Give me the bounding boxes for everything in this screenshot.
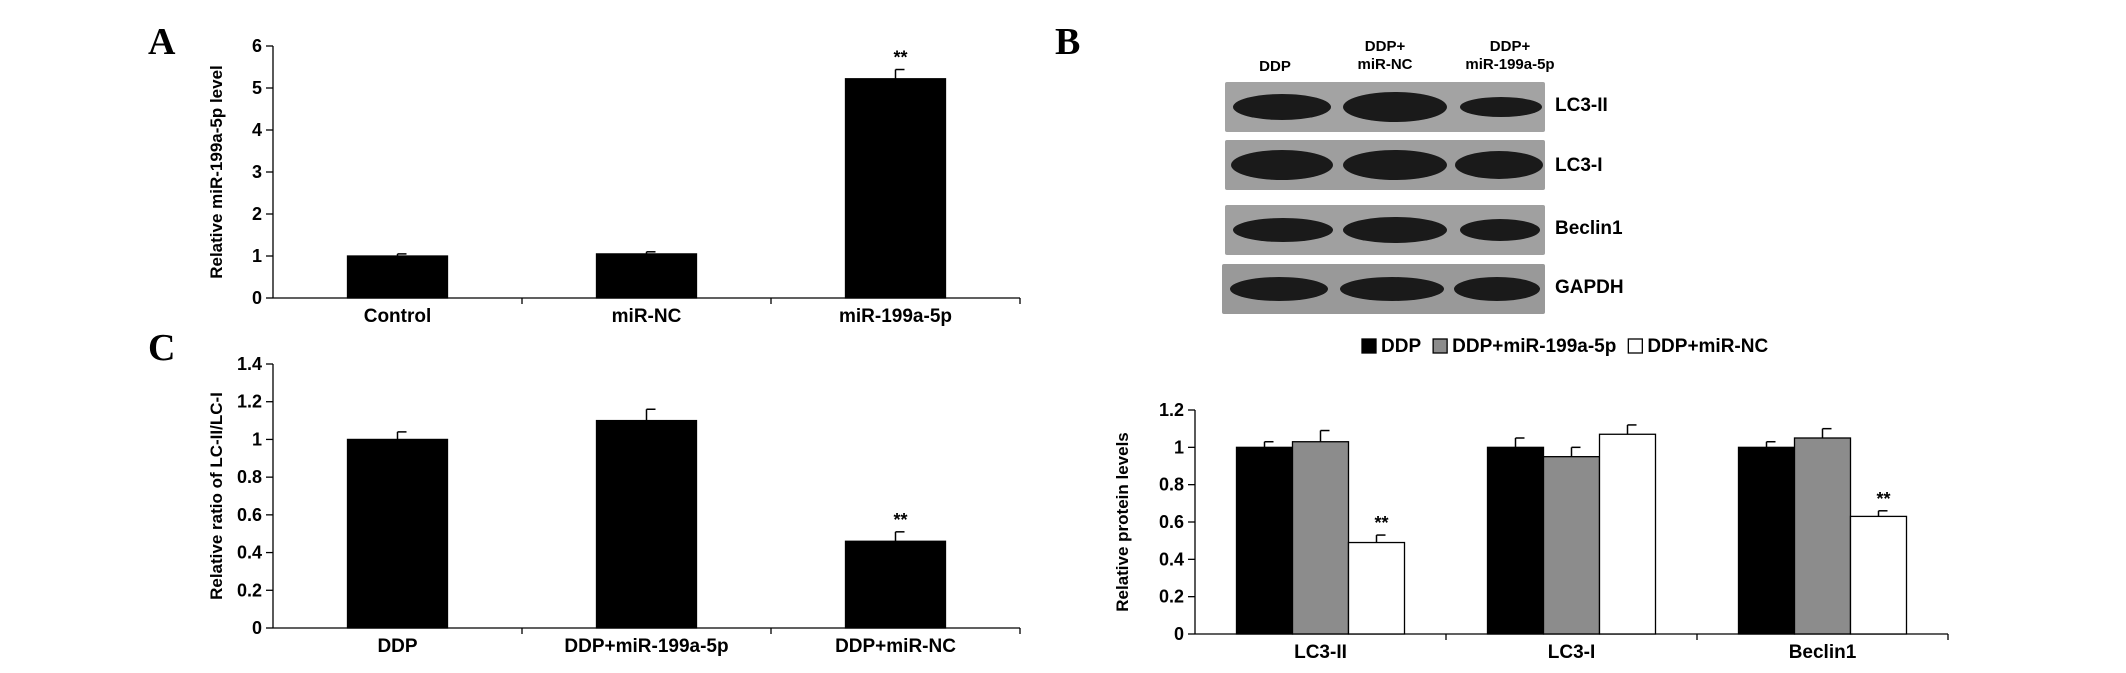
chart-d-x-tick-label: Beclin1 <box>1789 642 1857 663</box>
chart-d-bar <box>1542 456 1601 635</box>
chart-c-y-tick-label: 0.8 <box>237 467 262 487</box>
blot-band <box>1233 218 1333 242</box>
chart-d-legend-swatch <box>1627 338 1643 354</box>
chart-d-legend-label: DDP+miR-NC <box>1647 336 1768 357</box>
chart-a-bar <box>595 253 698 299</box>
chart-a-y-tick-label: 2 <box>252 204 262 224</box>
panel-letter-c: C <box>148 327 176 369</box>
chart-d-x-tick-label: LC3-I <box>1548 642 1596 663</box>
blot-band <box>1343 150 1447 180</box>
blot-lane-label-2-line2: miR-NC <box>1357 56 1413 73</box>
blot-label-lc3-i: LC3-I <box>1555 155 1603 176</box>
chart-a-y-tick-label: 6 <box>252 36 262 56</box>
chart-d-y-tick-label: 1 <box>1174 437 1184 457</box>
blot-label-lc3-ii: LC3-II <box>1555 95 1608 116</box>
chart-d-y-tick-label: 0.6 <box>1159 512 1184 532</box>
blot-band <box>1455 151 1543 179</box>
chart-c-bar <box>844 540 947 629</box>
chart-d-x-tick-label: LC3-II <box>1294 642 1347 663</box>
blot-row-gapdh <box>1222 264 1545 314</box>
chart-c-y-tick-label: 0 <box>252 618 262 638</box>
chart-d-legend-swatch <box>1432 338 1448 354</box>
chart-d-legend-swatch <box>1361 338 1377 354</box>
blot-row-beclin1 <box>1225 205 1545 255</box>
chart-c-y-tick-label: 1 <box>252 429 262 449</box>
blot-label-beclin1: Beclin1 <box>1555 218 1623 239</box>
panel-letter-b: B <box>1055 21 1081 63</box>
chart-a-x-tick-label: miR-NC <box>612 306 682 327</box>
chart-d-bar <box>1849 515 1908 635</box>
chart-c-y-tick-label: 0.6 <box>237 505 262 525</box>
blot-lane-label-2: DDP+ miR-NC <box>1330 38 1440 74</box>
chart-d-y-axis-label: Relative protein levels <box>1113 432 1132 612</box>
blot-band <box>1454 277 1540 301</box>
panel-letter-a: A <box>148 21 176 63</box>
chart-d-y-tick-label: 0.2 <box>1159 587 1184 607</box>
chart-c-y-tick-label: 0.4 <box>237 543 262 563</box>
chart-c-bar <box>595 419 698 629</box>
chart-d-bar <box>1347 541 1406 635</box>
blot-lane-label-1: DDP <box>1240 58 1310 76</box>
chart-d-bar <box>1291 441 1350 635</box>
chart-c-significance-label: ** <box>893 510 907 530</box>
chart-c-y-tick-label: 1.2 <box>237 392 262 412</box>
chart-a-bar <box>844 78 947 299</box>
chart-d-y-tick-label: 1.2 <box>1159 400 1184 420</box>
chart-a-x-tick-label: miR-199a-5p <box>839 306 952 327</box>
blot-band <box>1460 219 1540 241</box>
chart-d-y-tick-label: 0.8 <box>1159 475 1184 495</box>
chart-d-y-tick-label: 0 <box>1174 624 1184 644</box>
chart-a-bar <box>346 255 449 299</box>
chart-d-bar <box>1235 446 1294 635</box>
chart-d-legend-label: DDP <box>1381 336 1421 357</box>
blot-label-gapdh: GAPDH <box>1555 277 1624 298</box>
chart-c-x-tick-label: DDP+miR-199a-5p <box>564 636 728 657</box>
chart-a-y-tick-label: 4 <box>252 120 262 140</box>
blot-band <box>1231 150 1333 180</box>
chart-d-y-tick-label: 0.4 <box>1159 549 1184 569</box>
chart-a-significance-label: ** <box>893 48 907 68</box>
blot-band <box>1343 217 1447 243</box>
chart-a-x-tick-label: Control <box>364 306 432 327</box>
chart-a-y-tick-label: 3 <box>252 162 262 182</box>
chart-d-bar <box>1598 433 1657 635</box>
blot-lane-label-3-line1: DDP+ <box>1489 38 1531 55</box>
chart-c-x-tick-label: DDP+miR-NC <box>835 636 956 657</box>
chart-d-bar <box>1737 446 1796 635</box>
chart-c-x-tick-label: DDP <box>377 636 417 657</box>
chart-d-significance-label: ** <box>1876 489 1890 509</box>
chart-c-y-axis-label: Relative ratio of LC-II/LC-I <box>207 392 226 600</box>
chart-a-y-tick-label: 5 <box>252 78 262 98</box>
blot-lane-label-2-line1: DDP+ <box>1364 38 1406 55</box>
chart-c-y-tick-label: 1.4 <box>237 354 262 374</box>
blot-band <box>1460 97 1542 117</box>
blot-lane-label-1-line1: DDP <box>1259 58 1291 75</box>
chart-c-y-tick-label: 0.2 <box>237 580 262 600</box>
blot-band <box>1230 277 1328 301</box>
chart-d-bar <box>1793 437 1852 635</box>
blot-band <box>1233 94 1331 120</box>
blot-band <box>1340 277 1444 301</box>
blot-lane-label-3: DDP+ miR-199a-5p <box>1440 38 1580 74</box>
chart-d-significance-label: ** <box>1374 513 1388 533</box>
chart-a-y-tick-label: 1 <box>252 246 262 266</box>
blot-row-lc3-ii <box>1225 82 1545 132</box>
blot-band <box>1343 92 1447 122</box>
chart-c-bar <box>346 438 449 629</box>
chart-a-y-tick-label: 0 <box>252 288 262 308</box>
chart-a-y-axis-label: Relative miR-199a-5p level <box>207 65 226 279</box>
blot-row-lc3-i <box>1225 140 1545 190</box>
blot-lane-label-3-line2: miR-199a-5p <box>1465 56 1555 73</box>
chart-d-bar <box>1486 446 1545 635</box>
chart-d-legend-label: DDP+miR-199a-5p <box>1452 336 1616 357</box>
